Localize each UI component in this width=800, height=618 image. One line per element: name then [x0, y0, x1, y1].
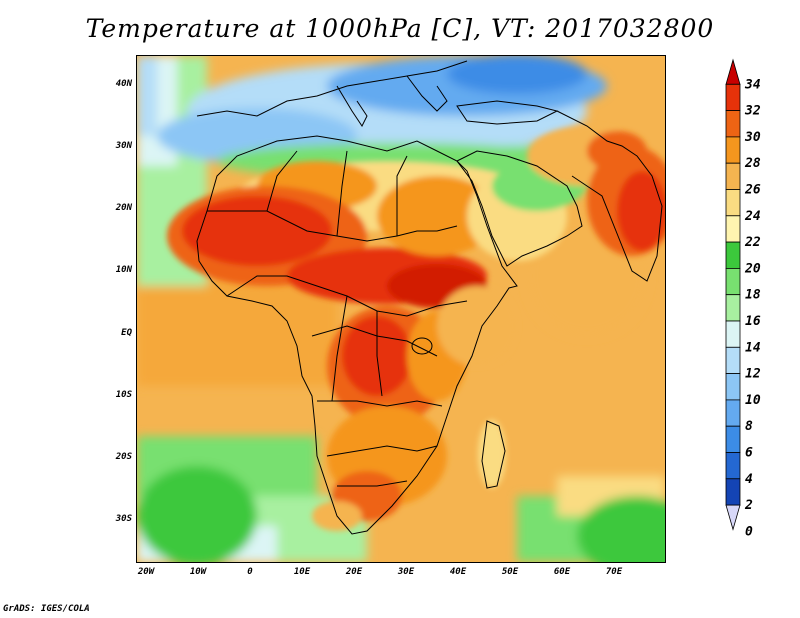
colorbar-label: 30 [744, 130, 761, 145]
x-tick-label: 50E [501, 567, 519, 577]
y-tick-label: 30N [115, 141, 132, 151]
colorbar-swatch [725, 425, 741, 453]
x-tick-label: 60E [553, 567, 571, 577]
colorbar-swatch [725, 162, 741, 190]
colorbar-swatch [725, 452, 741, 480]
x-tick-label: 30E [397, 567, 415, 577]
x-tick-label: 40E [449, 567, 467, 577]
x-tick-label: 20E [345, 567, 363, 577]
y-tick-label: EQ [121, 328, 132, 338]
colorbar-label: 14 [745, 340, 761, 355]
y-tick-label: 10N [115, 265, 132, 275]
colorbar-swatch [725, 373, 741, 401]
x-tick-label: 10E [293, 567, 311, 577]
colorbar-swatch [725, 189, 741, 217]
colorbar-label: 18 [745, 288, 761, 303]
x-tick-label: 20W [137, 567, 155, 577]
colorbar-label: 24 [744, 209, 761, 224]
colorbar-label: 6 [745, 446, 753, 461]
y-tick-label: 20N [115, 203, 132, 213]
x-tick-label: 10W [189, 567, 207, 577]
colorbar-swatch [725, 83, 741, 111]
colorbar-swatch [725, 215, 741, 243]
colorbar-label: 34 [744, 77, 761, 92]
x-tick-label: 70E [605, 567, 623, 577]
colorbar-max-triangle [725, 58, 741, 85]
colorbar-label: 8 [745, 419, 753, 434]
colorbar-label: 22 [744, 235, 761, 250]
colorbar-label: 28 [744, 156, 761, 171]
colorbar-label: 0 [745, 524, 753, 539]
colorbar-label: 32 [744, 104, 761, 119]
y-tick-label: 30S [115, 514, 132, 524]
colorbar-swatch [725, 267, 741, 296]
colorbar-label: 12 [745, 367, 761, 382]
coastlines [196, 60, 663, 535]
colorbar-label: 20 [744, 261, 761, 276]
y-tick-label: 10S [115, 390, 132, 400]
footer-credit: GrADS: IGES/COLA [3, 604, 90, 614]
x-tick-label: 0 [247, 567, 253, 577]
colorbar-swatch [725, 320, 741, 348]
map-title: Temperature at 1000hPa [C], VT: 20170328… [85, 14, 715, 43]
colorbar-label: 16 [745, 314, 761, 329]
colorbar-swatch [725, 110, 741, 138]
colorbar-label: 10 [745, 393, 761, 408]
y-tick-label: 20S [115, 452, 132, 462]
colorbar-swatch [725, 399, 741, 427]
temperature-map [136, 55, 666, 563]
colorbar-swatch [725, 294, 741, 322]
colorbar-label: 4 [745, 472, 753, 487]
colorbar-min-triangle [725, 504, 741, 531]
map-canvas [137, 56, 665, 562]
colorbar-swatch [725, 478, 741, 506]
colorbar-swatch [725, 241, 741, 269]
colorbar-label: 2 [744, 498, 753, 513]
colorbar-label: 26 [744, 183, 761, 198]
colorbar-swatch [725, 136, 741, 164]
colorbar-swatch [725, 346, 741, 374]
y-tick-label: 40N [115, 79, 132, 89]
